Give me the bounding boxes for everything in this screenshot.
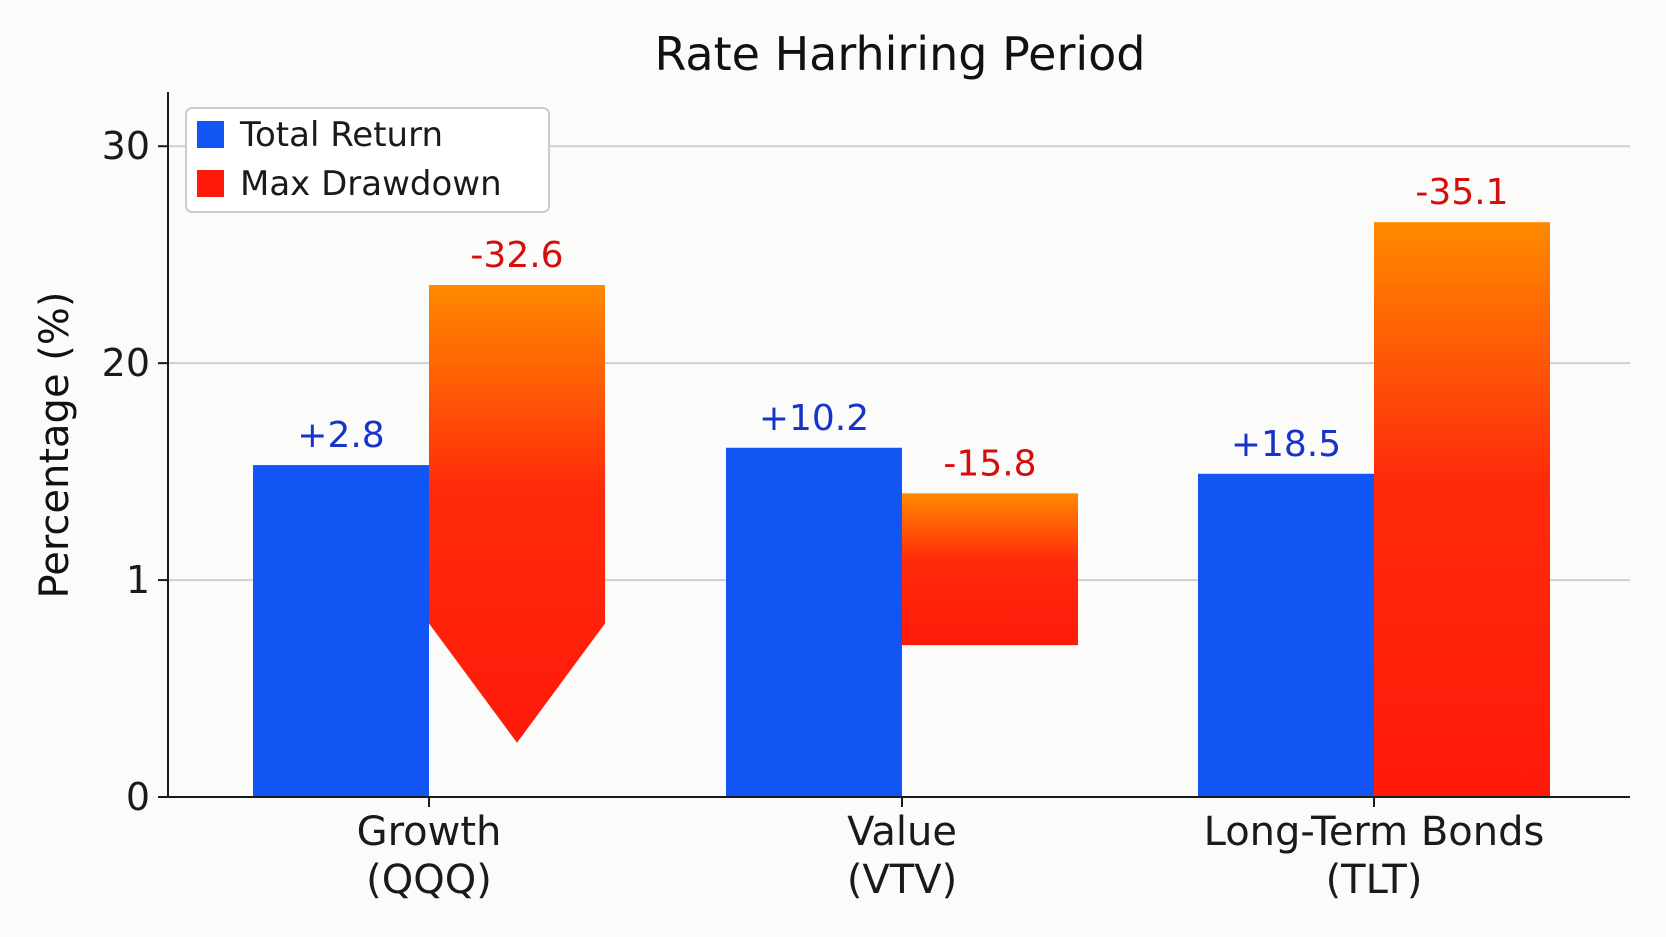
- legend-label-total-return: Total Return: [239, 115, 443, 155]
- y-tick-label-0: 0: [126, 775, 150, 819]
- bar-max-drawdown-2: [1374, 222, 1550, 798]
- x-tick-label-0-line2: (QQQ): [366, 857, 492, 903]
- x-tick-label-2-line1: Long-Term Bonds: [1204, 809, 1545, 855]
- data-label-total-return-2: +18.5: [1231, 424, 1341, 465]
- y-tick-label-20: 20: [102, 341, 150, 385]
- bar-total-return-2: [1198, 473, 1374, 797]
- data-label-total-return-0: +2.8: [297, 415, 384, 456]
- bar-max-drawdown-0: [429, 285, 605, 743]
- data-label-total-return-1: +10.2: [759, 398, 869, 439]
- data-label-max-drawdown-2: -35.1: [1415, 172, 1508, 213]
- legend: Total Return Max Drawdown: [185, 107, 550, 213]
- bar-total-return-0: [253, 465, 429, 797]
- y-axis-label: Percentage (%): [32, 292, 78, 599]
- data-label-max-drawdown-1: -15.8: [943, 443, 1036, 484]
- x-tick-label-1-line2: (VTV): [847, 857, 957, 903]
- y-tick-label-1: 1: [126, 558, 150, 602]
- x-tick-label-1-line1: Value: [847, 809, 957, 855]
- bar-total-return-1: [726, 447, 902, 797]
- y-tick-label-30: 30: [102, 124, 150, 168]
- legend-box: [185, 107, 550, 213]
- legend-label-max-drawdown: Max Drawdown: [240, 164, 502, 204]
- x-tick-label-0-line1: Growth: [357, 809, 502, 855]
- x-tick-label-2-line2: (TLT): [1326, 857, 1423, 903]
- data-label-max-drawdown-0: -32.6: [470, 235, 563, 276]
- legend-swatch-max-drawdown: [197, 170, 224, 197]
- bar-max-drawdown-1: [902, 493, 1078, 646]
- legend-swatch-total-return: [197, 121, 224, 148]
- chart-title: Rate Harhiring Period: [654, 27, 1145, 81]
